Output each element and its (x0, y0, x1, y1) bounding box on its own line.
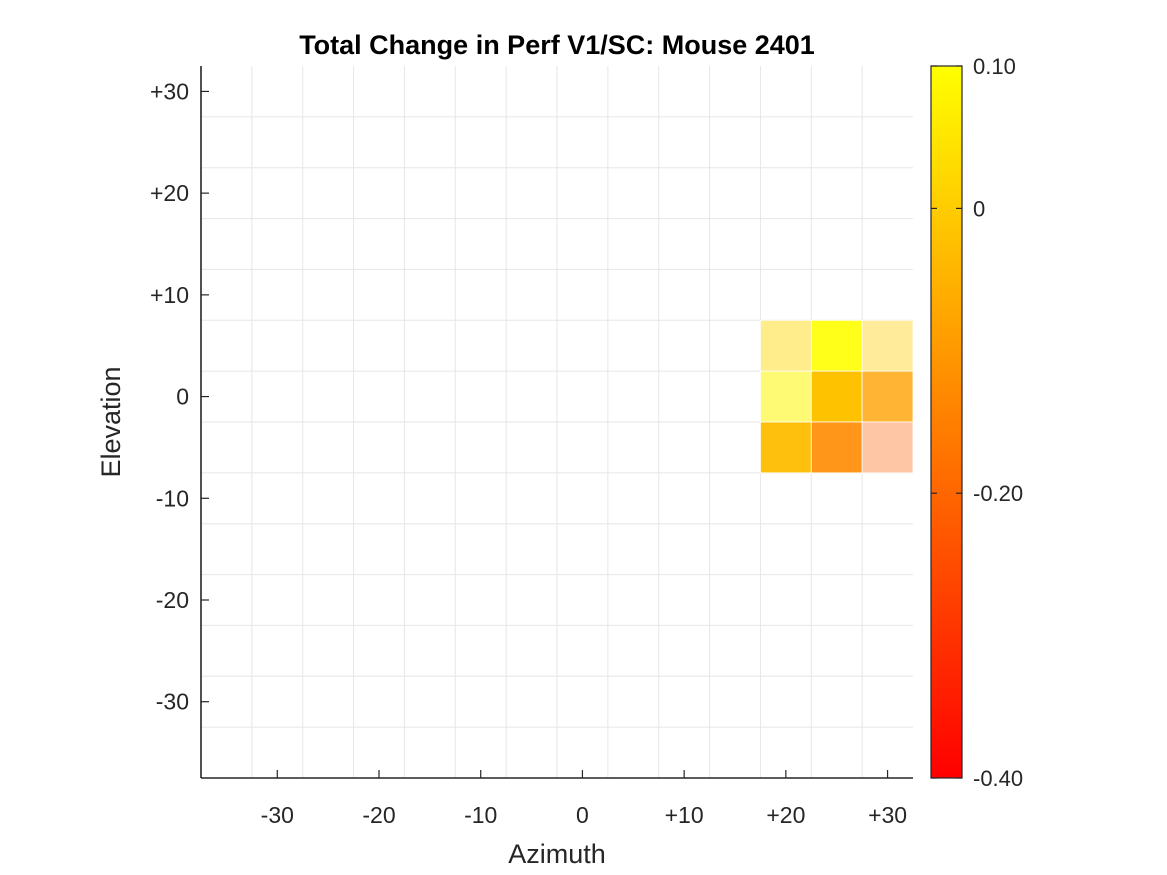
y-tick-label: -10 (156, 485, 189, 511)
x-tick-label: -10 (464, 802, 497, 828)
heatmap-cell (810, 370, 863, 423)
y-tick-label: -30 (156, 689, 189, 715)
x-tick-label: +10 (665, 802, 704, 828)
heatmap-cell (861, 421, 914, 474)
heatmap-cell (760, 370, 812, 423)
y-tick-label: +30 (150, 78, 189, 104)
y-tick-label: -20 (156, 587, 189, 613)
x-tick-label: +20 (766, 802, 805, 828)
y-tick-label: +20 (150, 180, 189, 206)
colorbar-tick-label: 0 (973, 196, 985, 221)
heatmap-cell (861, 319, 914, 372)
heatmap-cell (861, 370, 914, 423)
chart-title: Total Change in Perf V1/SC: Mouse 2401 (299, 30, 815, 60)
y-tick-label: 0 (176, 384, 189, 410)
x-tick-label: -30 (261, 802, 294, 828)
colorbar-tick-label: -0.40 (973, 766, 1023, 791)
y-tick-label: +10 (150, 282, 189, 308)
x-tick-label: +30 (868, 802, 907, 828)
plot-axes (200, 66, 913, 779)
colorbar-gradient (930, 65, 963, 779)
y-axis-ticks: +30 +20 +10 0 -10 -20 -30 (150, 78, 209, 715)
x-axis-label: Azimuth (508, 839, 606, 869)
heatmap-cell (760, 421, 812, 474)
x-axis-ticks: -30 -20 -10 0 +10 +20 +30 (261, 770, 907, 828)
heatmap-cell (760, 319, 812, 372)
y-axis-label: Elevation (96, 366, 126, 477)
heatmap-cell (810, 421, 863, 474)
x-tick-label: 0 (576, 802, 589, 828)
colorbar (930, 65, 963, 779)
heatmap-cells (760, 319, 914, 474)
colorbar-ticks: 0.10 0 -0.20 -0.40 (931, 54, 1023, 791)
heatmap-cell (810, 319, 863, 372)
x-tick-label: -20 (362, 802, 395, 828)
colorbar-tick-label: 0.10 (973, 54, 1016, 79)
colorbar-tick-label: -0.20 (973, 481, 1023, 506)
